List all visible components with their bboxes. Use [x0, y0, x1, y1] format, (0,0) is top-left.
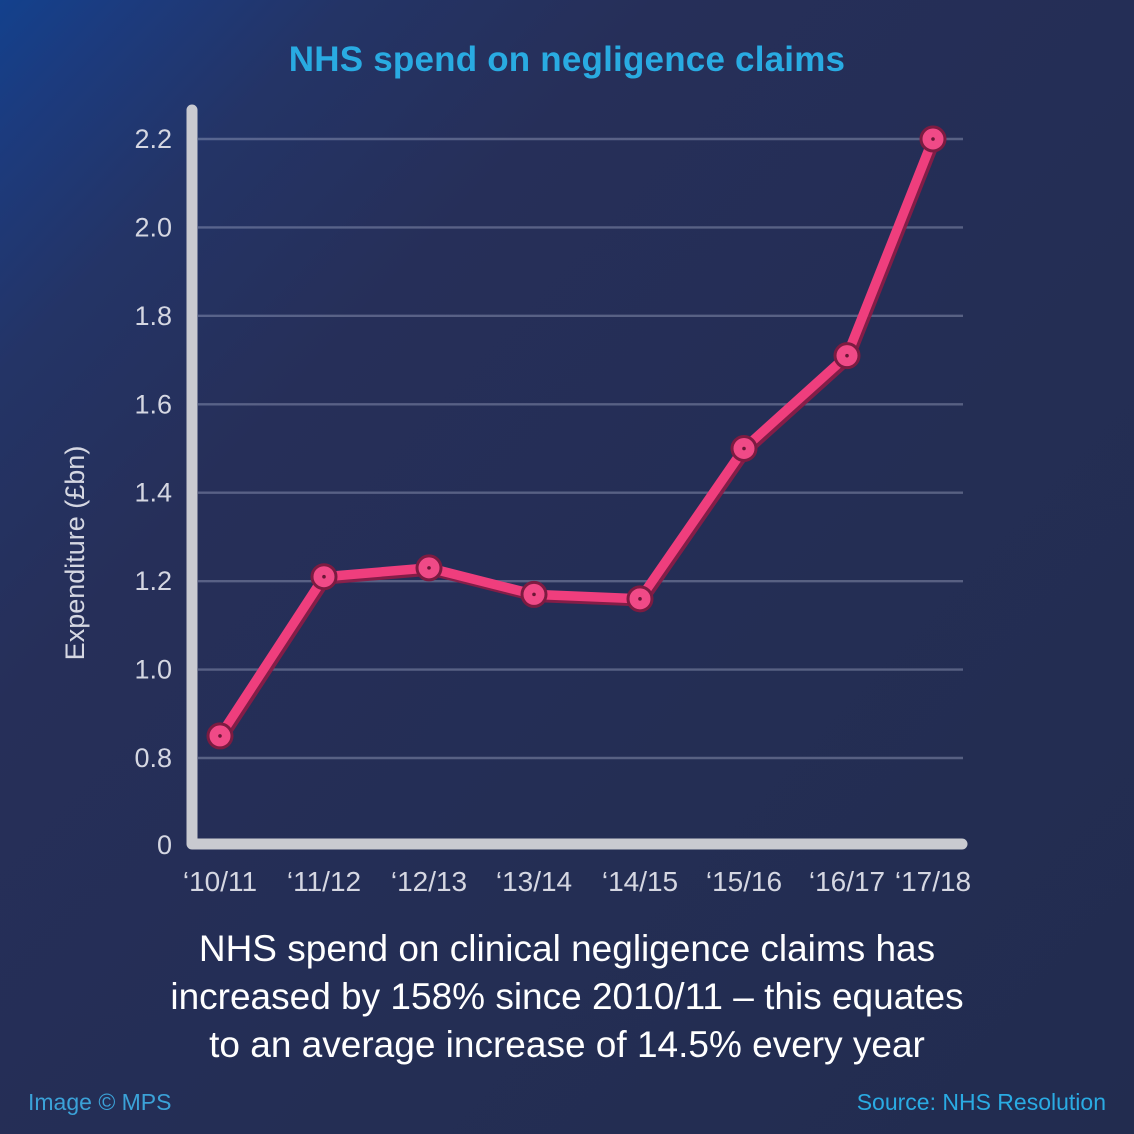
caption-line-2: increased by 158% since 2010/11 – this e…	[170, 976, 964, 1017]
data-point-dot	[742, 446, 746, 451]
data-point	[730, 434, 758, 462]
x-tick-label: ‘13/14	[496, 866, 572, 897]
y-axis-title: Expenditure (£bn)	[60, 446, 90, 661]
caption-line-3: to an average increase of 14.5% every ye…	[209, 1024, 925, 1065]
data-point	[310, 563, 338, 591]
x-tick-label: ‘17/18	[895, 866, 971, 897]
y-tick-label: 0.8	[134, 743, 172, 773]
y-tick-label: 2.2	[134, 124, 172, 154]
data-point	[415, 554, 443, 582]
data-point-dot	[931, 137, 935, 141]
y-tick-label: 1.0	[134, 655, 172, 685]
axis-line	[186, 104, 968, 850]
footer: Image © MPS Source: NHS Resolution	[28, 1089, 1106, 1116]
caption-line-1: NHS spend on clinical negligence claims …	[198, 928, 936, 969]
data-line-shadow	[217, 137, 941, 744]
y-tick-label: 1.6	[134, 389, 172, 419]
x-tick-label: ‘10/11	[183, 866, 257, 897]
data-point-dot	[845, 353, 849, 358]
x-tick-label: ‘11/12	[287, 866, 361, 897]
data-point-dot	[532, 592, 536, 597]
chart-title: NHS spend on negligence claims	[288, 40, 846, 79]
data-point-dot	[322, 574, 326, 579]
y-tick-label: 1.8	[134, 301, 172, 331]
image-credit: Image © MPS	[28, 1089, 172, 1115]
y-tick-label: 2.0	[134, 212, 172, 242]
x-tick-label: ‘14/15	[602, 866, 678, 897]
data-point-dot	[638, 597, 642, 601]
x-tick-label: ‘15/16	[706, 866, 782, 897]
data-point-dot	[427, 566, 431, 570]
data-point	[520, 580, 548, 608]
data-point	[206, 722, 234, 750]
y-tick-label: 1.4	[134, 478, 172, 508]
x-tick-label: ‘12/13	[391, 866, 467, 897]
data-point-dot	[218, 734, 222, 738]
source-credit: Source: NHS Resolution	[856, 1089, 1106, 1115]
data-point	[919, 125, 947, 153]
data-line	[215, 134, 938, 741]
x-tick-label: ‘16/17	[809, 866, 885, 897]
data-point	[833, 342, 861, 370]
y-tick-label: 1.2	[134, 566, 172, 596]
caption: NHS spend on clinical negligence claims …	[0, 925, 1134, 1069]
data-point	[626, 585, 654, 613]
y-tick-label: 0	[157, 830, 172, 860]
